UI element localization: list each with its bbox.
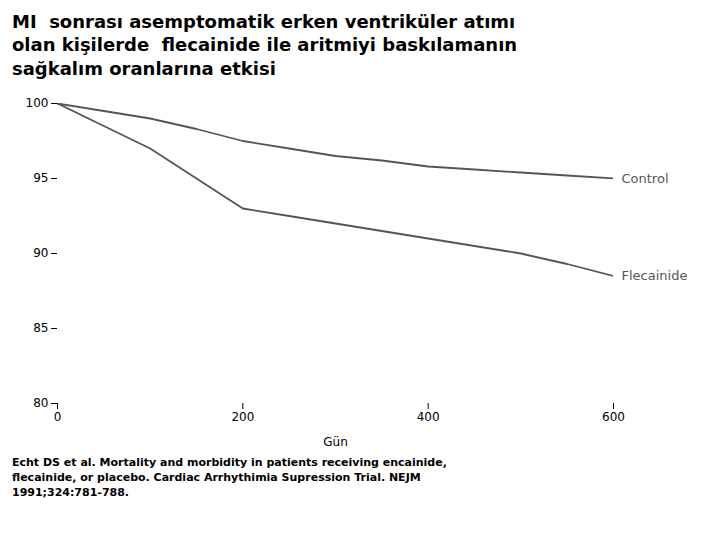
svg-text:Gün: Gün bbox=[323, 435, 348, 449]
html-text:MI sonrası asemptomatik erken: MI sonrası asemptomatik erken ventriküle… bbox=[12, 11, 518, 79]
svg-text:Control: Control bbox=[622, 171, 669, 186]
svg-text:200: 200 bbox=[231, 410, 254, 424]
svg-text:90: 90 bbox=[33, 247, 48, 261]
html-text:Echt DS et al. Mortality and m: Echt DS et al. Mortality and morbidity i… bbox=[12, 456, 447, 499]
svg-text:600: 600 bbox=[602, 410, 625, 424]
svg-text:95: 95 bbox=[33, 172, 48, 186]
svg-text:0: 0 bbox=[54, 410, 62, 424]
svg-text:85: 85 bbox=[33, 322, 48, 336]
svg-text:100: 100 bbox=[26, 97, 49, 111]
svg-text:80: 80 bbox=[33, 397, 48, 411]
svg-text:400: 400 bbox=[417, 410, 440, 424]
svg-text:Flecainide: Flecainide bbox=[622, 268, 688, 283]
